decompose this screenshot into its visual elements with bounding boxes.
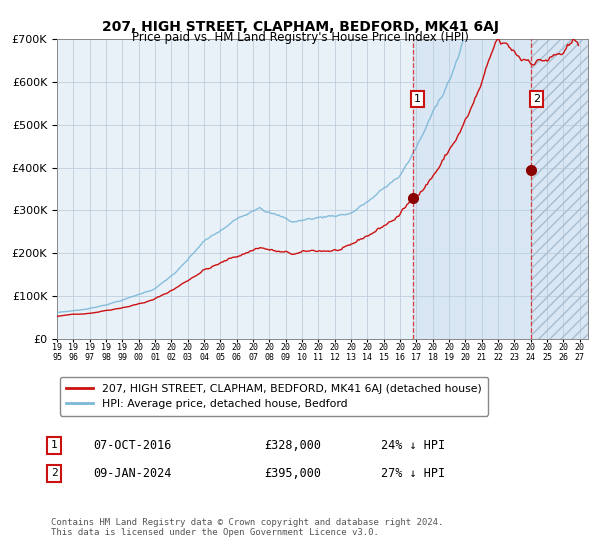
Text: 207, HIGH STREET, CLAPHAM, BEDFORD, MK41 6AJ: 207, HIGH STREET, CLAPHAM, BEDFORD, MK41… (101, 20, 499, 34)
Legend: 207, HIGH STREET, CLAPHAM, BEDFORD, MK41 6AJ (detached house), HPI: Average pric: 207, HIGH STREET, CLAPHAM, BEDFORD, MK41… (60, 377, 488, 416)
Text: £395,000: £395,000 (264, 466, 321, 480)
Bar (532, 39, 588, 339)
Bar (532, 39, 588, 339)
Text: 07-OCT-2016: 07-OCT-2016 (93, 438, 172, 452)
Text: 2: 2 (533, 94, 540, 104)
Text: 2: 2 (50, 468, 58, 478)
Text: 09-JAN-2024: 09-JAN-2024 (93, 466, 172, 480)
Text: Price paid vs. HM Land Registry's House Price Index (HPI): Price paid vs. HM Land Registry's House … (131, 31, 469, 44)
Bar (413, 39, 532, 339)
Text: Contains HM Land Registry data © Crown copyright and database right 2024.
This d: Contains HM Land Registry data © Crown c… (51, 518, 443, 538)
Text: 1: 1 (50, 440, 58, 450)
Text: £328,000: £328,000 (264, 438, 321, 452)
Text: 27% ↓ HPI: 27% ↓ HPI (381, 466, 445, 480)
Text: 1: 1 (414, 94, 421, 104)
Text: 24% ↓ HPI: 24% ↓ HPI (381, 438, 445, 452)
